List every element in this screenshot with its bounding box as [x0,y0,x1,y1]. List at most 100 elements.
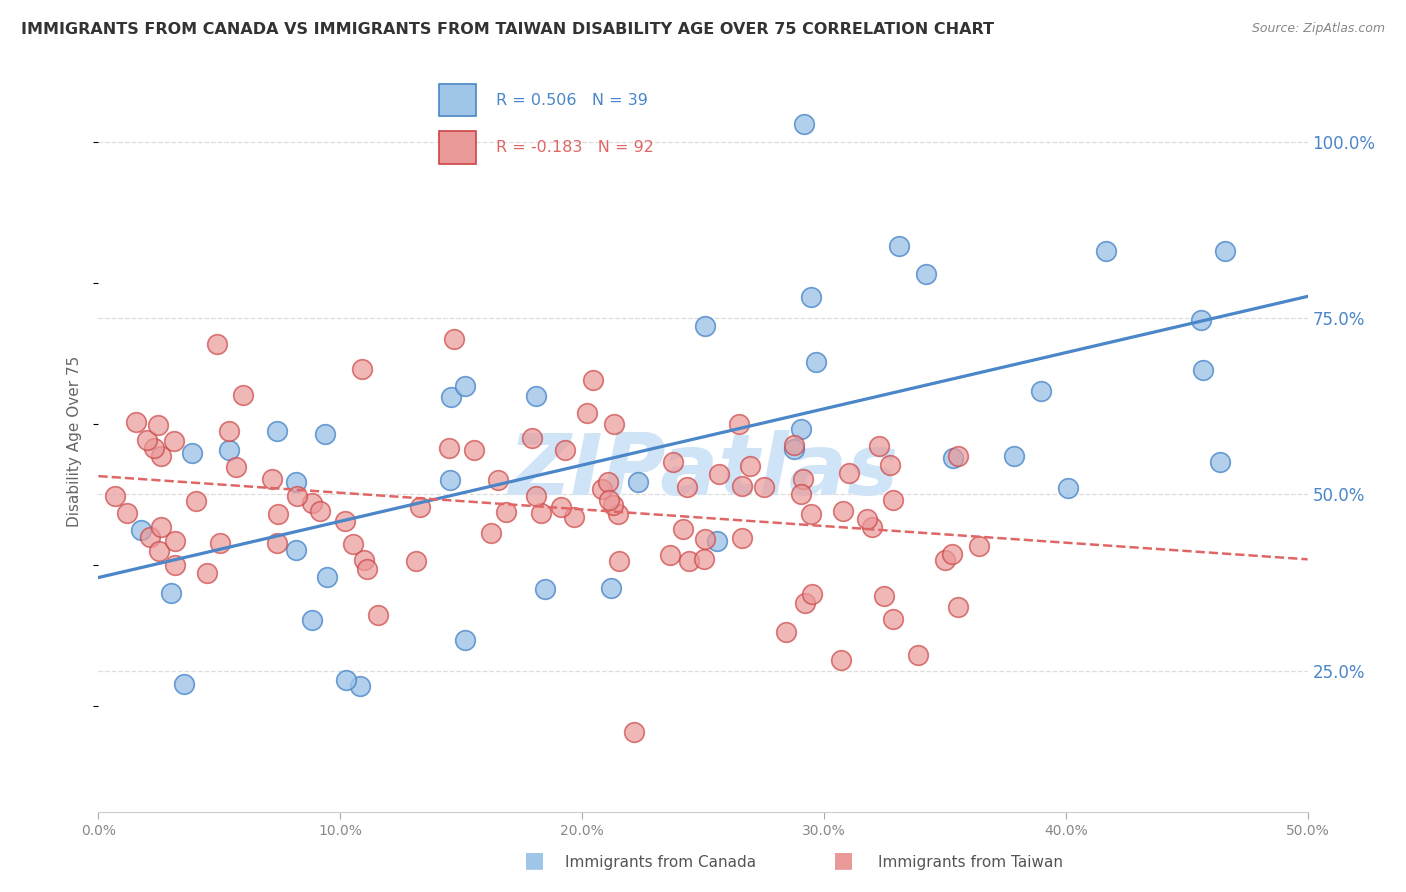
Point [409,500,432,514]
Point [524,389,547,403]
Point [440,390,463,404]
Point [443,332,465,346]
Point [1002,449,1025,463]
Point [728,417,751,431]
Point [658,548,681,562]
Point [882,492,904,507]
Point [148,544,170,558]
Point [335,673,357,687]
Point [353,553,375,567]
Point [524,489,547,503]
Point [522,431,544,445]
Text: R = -0.183   N = 92: R = -0.183 N = 92 [496,140,654,155]
FancyBboxPatch shape [439,84,477,117]
Point [868,439,890,453]
Point [454,632,477,647]
Point [159,586,181,600]
Point [463,442,485,457]
Point [181,446,204,460]
Point [350,362,373,376]
Point [800,507,823,521]
FancyBboxPatch shape [439,131,477,163]
Point [163,533,186,548]
Point [838,466,860,480]
Point [104,489,127,503]
Point [554,442,576,457]
Point [738,458,761,473]
Point [486,473,509,487]
Point [887,239,910,253]
Point [873,589,896,603]
Point [1213,244,1236,259]
Point [1189,313,1212,327]
Point [129,523,152,537]
Point [693,319,716,334]
Point [301,495,323,509]
Point [224,460,246,475]
Point [675,480,697,494]
Point [915,267,938,281]
Point [783,442,806,457]
Point [879,458,901,472]
Point [731,479,754,493]
Point [942,450,965,465]
Point [783,438,806,452]
Point [284,475,307,489]
Point [941,547,963,561]
Point [125,415,148,429]
Point [335,514,357,528]
Point [576,406,599,420]
Point [165,558,187,573]
Point [678,554,700,568]
Point [163,434,186,448]
Point [218,424,240,438]
Text: Immigrants from Taiwan: Immigrants from Taiwan [877,855,1063,870]
Point [582,373,605,387]
Point [342,537,364,551]
Point [495,505,517,519]
Point [266,536,288,550]
Point [790,422,813,436]
Point [623,724,645,739]
Point [860,519,883,533]
Point [301,613,323,627]
Text: ■: ■ [524,850,544,870]
Point [603,417,626,431]
Point [267,507,290,521]
Point [967,539,990,553]
Point [596,475,619,490]
Point [1095,244,1118,258]
Point [115,506,138,520]
Point [793,596,815,610]
Point [602,498,624,512]
Point [730,532,752,546]
Point [946,450,969,464]
Point [793,117,815,131]
Point [150,519,173,533]
Point [804,355,827,369]
Point [1029,384,1052,398]
Point [232,388,254,402]
Point [139,530,162,544]
Point [562,510,585,524]
Point [754,480,776,494]
Point [801,587,824,601]
Text: IMMIGRANTS FROM CANADA VS IMMIGRANTS FROM TAIWAN DISABILITY AGE OVER 75 CORRELAT: IMMIGRANTS FROM CANADA VS IMMIGRANTS FRO… [21,22,994,37]
Point [207,336,229,351]
Point [692,552,714,566]
Point [599,582,621,596]
Point [266,424,288,438]
Point [349,679,371,693]
Point [173,677,195,691]
Point [591,482,613,496]
Point [308,504,330,518]
Point [454,378,477,392]
Point [314,427,336,442]
Point [479,525,502,540]
Point [934,553,956,567]
Point [1209,455,1232,469]
Point [143,441,166,455]
Point [882,612,904,626]
Point [209,536,232,550]
Point [150,449,173,463]
